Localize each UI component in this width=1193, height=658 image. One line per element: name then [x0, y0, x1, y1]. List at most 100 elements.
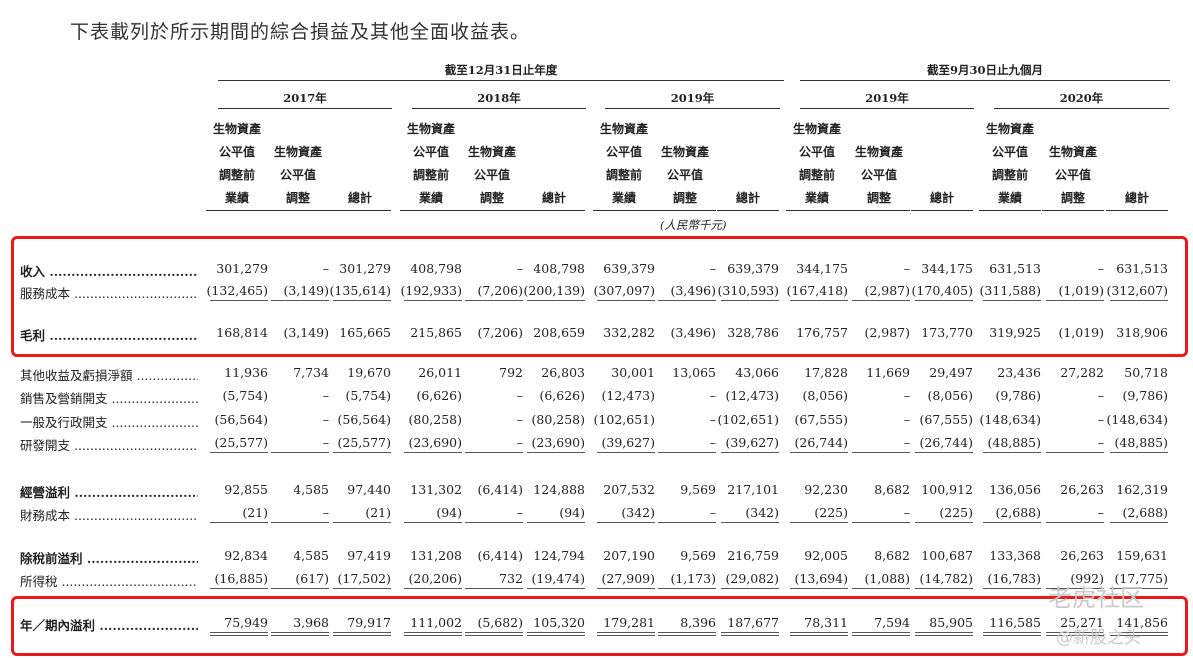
col-header-line: 公平值: [860, 168, 897, 182]
col-header-line: 調整: [285, 191, 310, 205]
table-cell: (2,987): [864, 283, 910, 298]
row-label: 收入 .....................................…: [20, 264, 198, 279]
table-cell: (25,577): [214, 435, 269, 450]
table-cell: –: [709, 261, 716, 276]
col-header-line: 業績: [418, 191, 443, 205]
table-cell: (1,019): [1058, 325, 1104, 340]
table-cell: 75,949: [224, 615, 268, 630]
table-cell: 168,814: [216, 325, 268, 340]
table-cell: (1,019): [1058, 283, 1104, 298]
total-rule: [465, 588, 523, 589]
table-cell: (25,577): [337, 435, 392, 450]
col-header-line: 公平值: [279, 168, 316, 182]
col-header-pre-adjustment: 生物資產 公平值 調整前 業績: [786, 118, 848, 211]
col-header-line: 公平值: [473, 168, 510, 182]
table-cell: (6,626): [416, 388, 462, 403]
col-header-line: 公平值: [412, 145, 449, 159]
table-cell: (342): [621, 505, 655, 520]
table-cell: (311,588): [979, 283, 1041, 298]
table-cell: (7,206): [477, 325, 523, 340]
table-cell: (7,206): [477, 283, 523, 298]
table-cell: 207,190: [603, 548, 655, 563]
table-cell: 8,682: [874, 548, 910, 563]
table-cell: (29,082): [725, 571, 780, 586]
row-label: 除稅前溢利 ..................................…: [20, 551, 198, 566]
table-cell: 19,670: [347, 365, 391, 380]
table-cell: (67,555): [794, 412, 849, 427]
table-cell: (225): [939, 505, 973, 520]
table-cell: 4,585: [293, 548, 329, 563]
year-header: 2019年: [605, 90, 780, 109]
col-header-line: 總計: [347, 191, 372, 205]
table-cell: 11,936: [224, 365, 268, 380]
table-row: 財務成本 ...................................…: [0, 502, 1193, 524]
table-cell: (167,418): [786, 283, 848, 298]
total-rule: [527, 632, 585, 633]
table-cell: –: [322, 505, 329, 520]
col-header-line: 公平值: [991, 145, 1028, 159]
table-cell: 319,925: [989, 325, 1041, 340]
table-cell: 27,282: [1060, 365, 1104, 380]
total-rule: [790, 632, 848, 633]
col-header-line: 總計: [1124, 191, 1149, 205]
col-header-line: 生物資產: [1048, 145, 1097, 159]
table-cell: 124,888: [533, 482, 585, 497]
col-header-total: 總計: [911, 118, 973, 211]
table-cell: (80,258): [408, 412, 463, 427]
total-rule: [658, 632, 716, 633]
col-header-line: 公平值: [605, 145, 642, 159]
total-rule: [658, 452, 716, 453]
table-cell: 159,631: [1116, 548, 1168, 563]
table-cell: 176,757: [796, 325, 848, 340]
table-cell: 131,208: [410, 548, 462, 563]
table-cell: –: [1097, 388, 1104, 403]
total-rule: [915, 635, 973, 636]
row-label: 毛利 .....................................…: [20, 328, 198, 343]
table-cell: –: [322, 261, 329, 276]
table-cell: –: [1097, 412, 1104, 427]
highlight-box-net-profit: [11, 596, 1188, 656]
col-header-line: 公平值: [1054, 168, 1091, 182]
col-header-line: 調整: [1060, 191, 1085, 205]
total-rule: [721, 635, 779, 636]
row-label: 研發開支 ...................................…: [20, 438, 198, 453]
col-header-adjustment: 生物資產 公平值 調整: [461, 118, 523, 211]
row-label: 其他收益及虧損淨額 ..............................…: [20, 368, 198, 383]
table-cell: (102,651): [717, 412, 779, 427]
total-rule: [1110, 452, 1168, 453]
table-cell: (1,088): [864, 571, 910, 586]
table-cell: 133,368: [989, 548, 1041, 563]
table-cell: –: [1097, 261, 1104, 276]
col-header-line: 調整前: [991, 168, 1028, 182]
total-rule: [721, 522, 779, 523]
table-cell: (6,626): [539, 388, 585, 403]
table-cell: (2,987): [864, 325, 910, 340]
table-cell: (39,627): [601, 435, 656, 450]
table-cell: (56,564): [337, 412, 392, 427]
table-cell: (21): [365, 505, 391, 520]
total-rule: [210, 300, 268, 301]
total-rule: [597, 300, 655, 301]
total-rule: [915, 588, 973, 589]
total-rule: [527, 452, 585, 453]
col-header-line: 業績: [997, 191, 1022, 205]
table-cell: 4,585: [293, 482, 329, 497]
total-rule: [333, 300, 391, 301]
total-rule: [404, 300, 462, 301]
total-rule: [465, 452, 523, 453]
total-rule: [271, 632, 329, 633]
table-cell: (135,614): [329, 283, 391, 298]
total-rule: [527, 300, 585, 301]
total-rule: [404, 588, 462, 589]
total-rule: [404, 452, 462, 453]
total-rule: [333, 635, 391, 636]
col-header-line: 調整前: [218, 168, 255, 182]
table-cell: (1,173): [670, 571, 716, 586]
total-rule: [721, 452, 779, 453]
table-cell: 26,263: [1060, 482, 1104, 497]
table-cell: (94): [559, 505, 585, 520]
total-rule: [465, 635, 523, 636]
table-cell: –: [1097, 505, 1104, 520]
col-header-pre-adjustment: 生物資產 公平值 調整前 業績: [979, 118, 1041, 211]
watermark-author: @新股之头: [1056, 628, 1141, 648]
